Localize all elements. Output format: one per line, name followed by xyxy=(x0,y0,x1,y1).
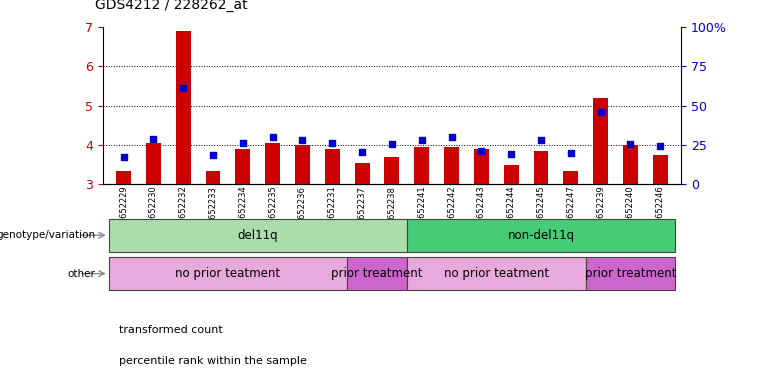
Point xyxy=(386,141,398,147)
Text: percentile rank within the sample: percentile rank within the sample xyxy=(119,356,307,366)
Bar xyxy=(109,219,407,252)
Text: non-del11q: non-del11q xyxy=(508,229,575,242)
Bar xyxy=(533,151,549,184)
Bar xyxy=(407,257,586,290)
Bar xyxy=(116,170,131,184)
Bar xyxy=(414,147,429,184)
Point xyxy=(148,136,160,142)
Point xyxy=(476,148,488,154)
Bar xyxy=(407,219,675,252)
Bar xyxy=(176,31,191,184)
Bar xyxy=(623,145,638,184)
Text: prior treatment: prior treatment xyxy=(584,267,677,280)
Bar xyxy=(146,143,161,184)
Point xyxy=(535,137,547,143)
Point xyxy=(594,108,607,114)
Point xyxy=(356,149,368,155)
Text: del11q: del11q xyxy=(237,229,278,242)
Bar xyxy=(347,257,407,290)
Point xyxy=(177,85,189,91)
Bar xyxy=(355,163,370,184)
Point xyxy=(505,151,517,157)
Text: no prior teatment: no prior teatment xyxy=(444,267,549,280)
Point xyxy=(416,137,428,143)
Bar xyxy=(653,155,667,184)
Point xyxy=(445,134,457,140)
Point xyxy=(326,140,339,146)
Bar xyxy=(444,147,459,184)
Bar xyxy=(563,170,578,184)
Bar xyxy=(586,257,675,290)
Bar xyxy=(295,145,310,184)
Bar xyxy=(109,257,347,290)
Bar xyxy=(593,98,608,184)
Point xyxy=(237,140,249,146)
Text: other: other xyxy=(67,268,95,279)
Text: genotype/variation: genotype/variation xyxy=(0,230,95,240)
Point xyxy=(266,134,279,140)
Point xyxy=(654,143,667,149)
Bar xyxy=(266,143,280,184)
Point xyxy=(207,152,219,158)
Point xyxy=(624,141,636,147)
Text: no prior teatment: no prior teatment xyxy=(175,267,281,280)
Bar xyxy=(384,157,400,184)
Point xyxy=(565,150,577,156)
Bar xyxy=(474,149,489,184)
Point xyxy=(117,154,129,160)
Text: GDS4212 / 228262_at: GDS4212 / 228262_at xyxy=(95,0,248,12)
Bar xyxy=(504,165,518,184)
Bar xyxy=(235,149,250,184)
Bar xyxy=(325,149,339,184)
Text: prior treatment: prior treatment xyxy=(331,267,423,280)
Text: transformed count: transformed count xyxy=(119,325,223,335)
Bar xyxy=(205,170,221,184)
Point xyxy=(296,137,308,143)
